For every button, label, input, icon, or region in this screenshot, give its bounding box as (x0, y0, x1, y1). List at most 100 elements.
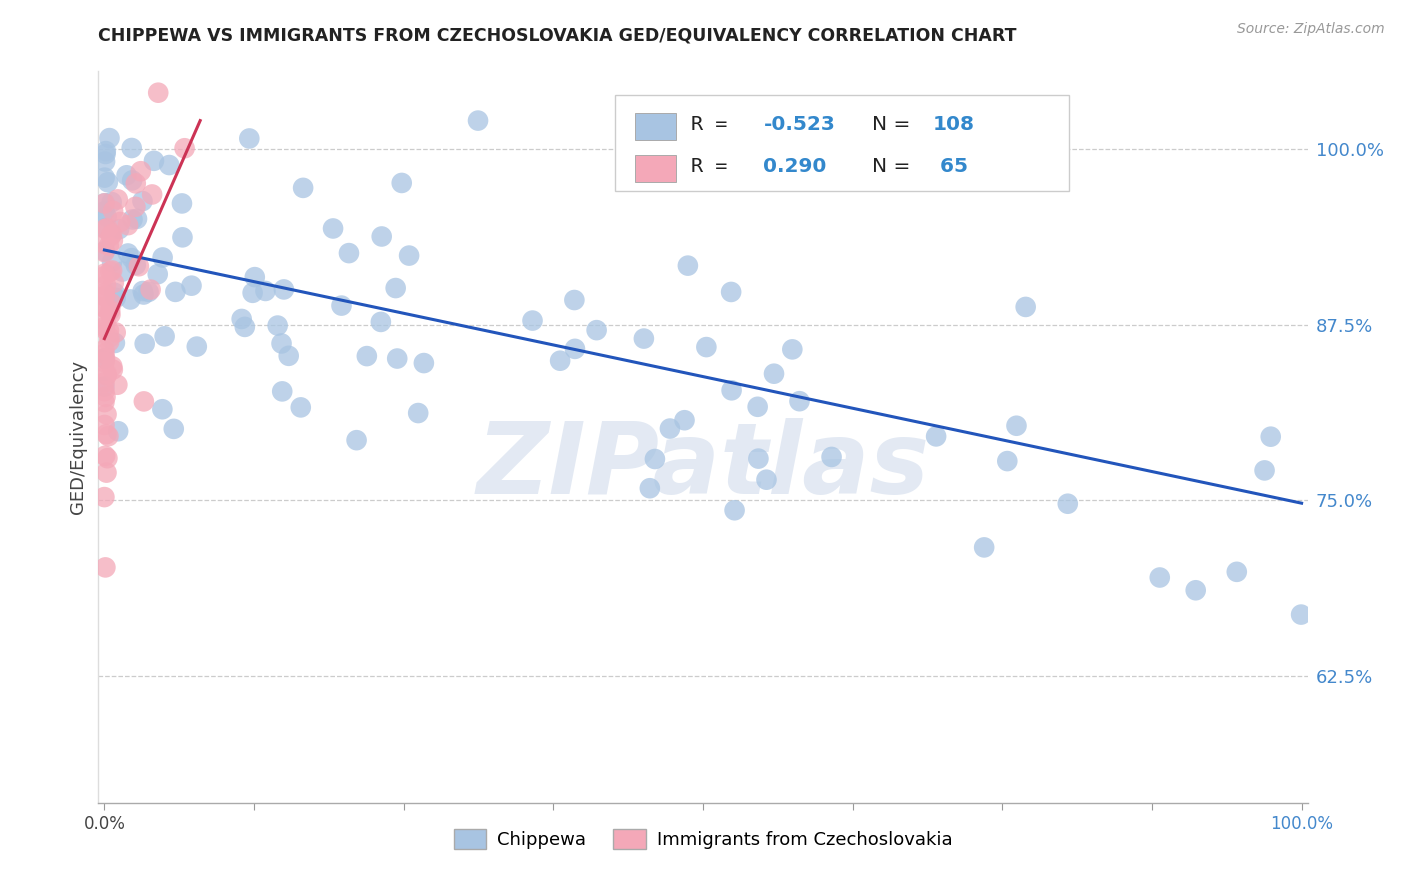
Point (370, 229, 392, 244)
Point (101, 362, 124, 376)
Point (1014, 300, 1036, 314)
Point (270, 336, 292, 351)
Point (93, 320, 115, 334)
Point (93, 245, 115, 260)
Text: -0.523: -0.523 (763, 115, 835, 134)
Point (96, 427, 118, 442)
Point (100, 308, 122, 322)
Point (94, 144, 117, 158)
Point (763, 367, 786, 381)
Point (111, 264, 134, 278)
Point (658, 421, 681, 435)
Point (564, 293, 586, 307)
Point (238, 131, 260, 145)
Text: N =: N = (872, 157, 911, 176)
Text: 0.290: 0.290 (763, 157, 827, 176)
Point (290, 401, 312, 415)
Point (292, 181, 315, 195)
Point (115, 169, 138, 183)
Point (273, 282, 295, 296)
Point (548, 353, 571, 368)
Point (973, 541, 995, 555)
Text: R =: R = (690, 115, 740, 134)
Point (94, 351, 117, 366)
Point (93, 417, 115, 432)
Point (1253, 463, 1275, 477)
Point (638, 481, 661, 495)
Point (93, 490, 115, 504)
Point (412, 356, 434, 370)
Point (121, 173, 143, 187)
Point (644, 452, 666, 467)
Point (170, 196, 193, 211)
Point (117, 246, 139, 260)
Point (121, 212, 143, 227)
Point (755, 473, 778, 487)
Text: R =: R = (690, 157, 752, 176)
Point (695, 340, 717, 354)
Point (93, 395, 115, 409)
Text: 108: 108 (932, 115, 974, 134)
Point (165, 285, 187, 299)
Point (231, 312, 253, 326)
Legend: Chippewa, Immigrants from Czechoslovakia: Chippewa, Immigrants from Czechoslovakia (447, 822, 959, 856)
Point (243, 270, 266, 285)
Point (1289, 607, 1312, 622)
Point (132, 394, 155, 409)
Point (97, 429, 120, 443)
Point (94, 322, 117, 336)
Point (98, 330, 121, 344)
Point (180, 278, 202, 293)
Point (93, 170, 115, 185)
Point (93, 376, 115, 390)
Point (98, 131, 121, 145)
Point (186, 340, 208, 354)
Text: ZIPatlas: ZIPatlas (477, 417, 929, 515)
Point (1056, 497, 1078, 511)
Point (322, 221, 344, 235)
Point (93, 289, 115, 303)
Point (94, 449, 117, 463)
Point (131, 284, 153, 298)
Point (96, 451, 118, 466)
Point (94, 289, 117, 303)
Point (96, 221, 118, 235)
Y-axis label: GED/Equivalency: GED/Equivalency (69, 360, 87, 514)
Point (391, 176, 413, 190)
Point (94, 286, 117, 301)
Point (96, 408, 118, 422)
Point (101, 359, 124, 374)
Point (150, 402, 173, 417)
Point (720, 285, 742, 299)
Point (96, 367, 118, 381)
Point (266, 318, 288, 333)
Text: CHIPPEWA VS IMMIGRANTS FROM CZECHOSLOVAKIA GED/EQUIVALENCY CORRELATION CHART: CHIPPEWA VS IMMIGRANTS FROM CZECHOSLOVAK… (98, 27, 1017, 45)
Point (387, 351, 409, 366)
Point (101, 227, 124, 241)
Point (925, 429, 948, 443)
Point (93, 379, 115, 393)
FancyBboxPatch shape (636, 154, 676, 182)
Point (148, 86, 170, 100)
Point (103, 285, 125, 300)
Point (138, 285, 160, 299)
Point (108, 222, 131, 236)
Point (1226, 565, 1249, 579)
Point (100, 264, 122, 278)
Point (97, 239, 120, 253)
Point (100, 296, 122, 310)
Point (93, 351, 115, 366)
Point (129, 164, 152, 178)
Point (101, 234, 124, 248)
Point (747, 400, 769, 414)
Point (94, 560, 117, 574)
Point (242, 285, 264, 300)
Point (93, 196, 115, 211)
Point (132, 287, 155, 301)
Point (93, 355, 115, 369)
Point (93, 384, 115, 399)
Point (1005, 418, 1028, 433)
Point (96, 466, 118, 480)
Point (233, 319, 256, 334)
Point (134, 336, 156, 351)
